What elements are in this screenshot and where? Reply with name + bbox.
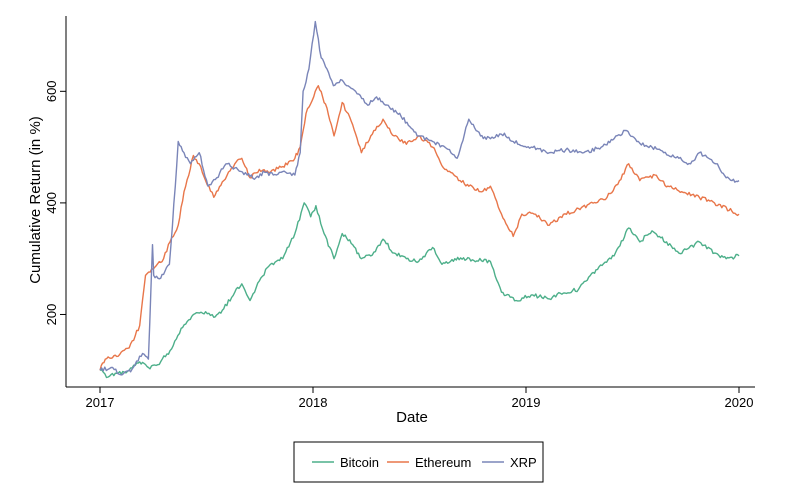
- legend-items: Bitcoin Ethereum XRP: [312, 455, 537, 470]
- y-axis-ticks: 200 400 600: [44, 80, 66, 325]
- x-tick-label: 2020: [725, 395, 754, 410]
- series-line-xrp: [99, 20, 740, 376]
- legend-label-xrp: XRP: [510, 455, 537, 470]
- series-line-bitcoin: [99, 202, 740, 379]
- x-tick-label: 2019: [512, 395, 541, 410]
- legend-label-ethereum: Ethereum: [415, 455, 471, 470]
- y-tick-label: 600: [44, 80, 59, 102]
- series-lines: [99, 20, 740, 379]
- y-tick-label: 400: [44, 192, 59, 214]
- legend-label-bitcoin: Bitcoin: [340, 455, 379, 470]
- x-axis-ticks: 2017 2018 2019 2020: [86, 387, 754, 410]
- x-tick-label: 2018: [299, 395, 328, 410]
- series-line-ethereum: [99, 84, 740, 371]
- x-axis-title: Date: [396, 409, 428, 426]
- x-tick-label: 2017: [86, 395, 115, 410]
- y-axis-title: Cumulative Return (in %): [27, 116, 44, 284]
- y-tick-label: 200: [44, 304, 59, 326]
- legend: Bitcoin Ethereum XRP: [293, 441, 544, 483]
